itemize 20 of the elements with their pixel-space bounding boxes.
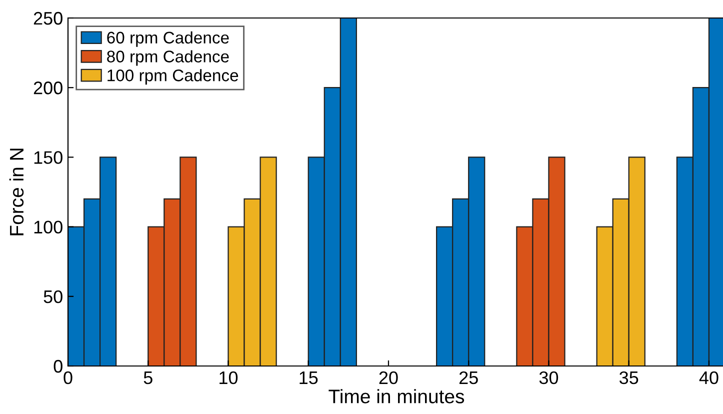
- x-tick-label: 5: [144, 372, 152, 384]
- x-tick-label: 25: [459, 371, 478, 384]
- x-tick-label: 20: [379, 371, 398, 384]
- x-tick-label: 0: [64, 371, 72, 384]
- y-tick-label: 0: [54, 360, 62, 373]
- x-tick-label: 40: [699, 371, 718, 384]
- y-tick-label: 50: [44, 290, 62, 304]
- y-tick-label: 100: [34, 220, 62, 234]
- y-tick-label: 200: [34, 82, 62, 94]
- x-tick-label: 35: [620, 371, 638, 384]
- legend-label: 80 rpm Cadence: [107, 50, 229, 66]
- legend-label: 100 rpm Cadence: [108, 69, 238, 85]
- legend-label: 60 rpm Cadence: [107, 31, 229, 47]
- y-axis-title: Force in N: [9, 148, 24, 236]
- x-tick-label: 30: [539, 371, 558, 384]
- x-tick-label: 15: [300, 372, 318, 384]
- x-axis-title: Time in minutes: [328, 389, 464, 404]
- y-tick-label: 150: [34, 151, 62, 164]
- y-tick-label: 250: [34, 12, 62, 25]
- x-tick-label: 10: [220, 371, 238, 384]
